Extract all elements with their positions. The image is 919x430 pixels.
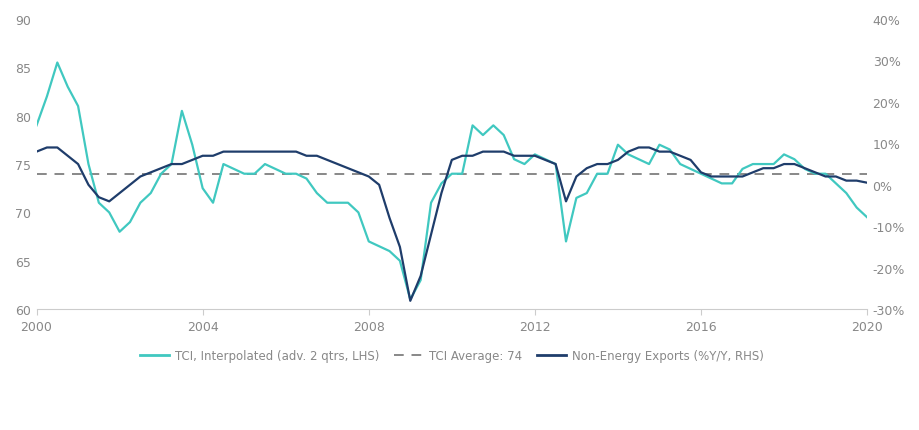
Legend: TCI, Interpolated (adv. 2 qtrs, LHS), TCI Average: 74, Non-Energy Exports (%Y/Y,: TCI, Interpolated (adv. 2 qtrs, LHS), TC… — [135, 345, 767, 367]
